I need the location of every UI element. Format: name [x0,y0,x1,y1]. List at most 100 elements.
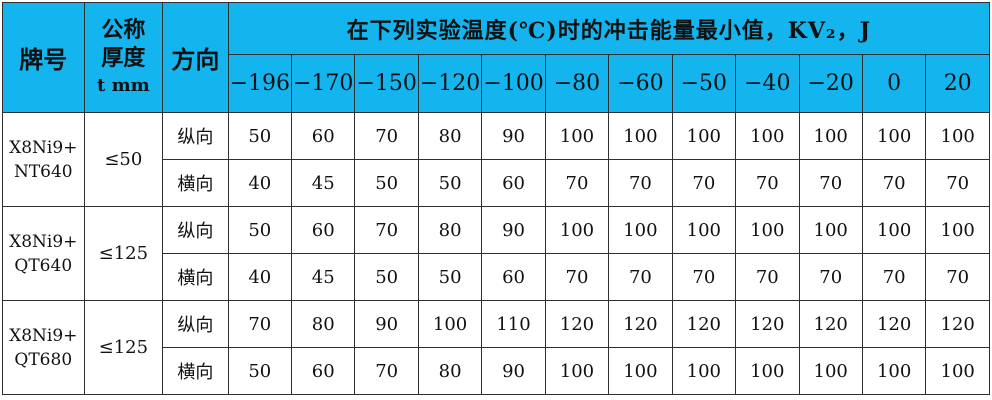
header-direction: 方向 [162,2,229,113]
temperature-header: −150 [354,54,419,113]
value-cell: 50 [227,347,293,395]
temperature-header: −196 [227,54,293,113]
value-cell: 50 [354,159,419,207]
value-cell: 100 [925,112,990,160]
thickness-cell: ≤125 [83,300,164,395]
value-cell: 90 [481,347,546,395]
temperature-header: −20 [798,54,863,113]
header-thickness-line1: 公称 [101,16,146,43]
value-cell: 50 [417,159,483,207]
value-cell: 70 [798,159,863,207]
value-cell: 120 [798,300,863,348]
temperature-header: −80 [544,54,610,113]
value-cell: 100 [925,347,990,395]
header-thickness: 公称 厚度 t mm [83,2,164,113]
value-cell: 70 [608,159,673,207]
value-cell: 60 [481,159,546,207]
value-cell: 100 [861,206,927,254]
temperature-header-row: −196 −170 −150 −120 −100 −80 −60 −50 −40 −20 0 20 [3,54,990,113]
value-cell: 100 [671,347,737,395]
value-cell: 100 [608,347,673,395]
header-title: 在下列实验温度(℃)时的冲击能量最小值，KV₂，J [227,2,991,55]
value-cell: 120 [735,300,800,348]
value-cell: 40 [227,159,293,207]
value-cell: 70 [798,253,863,301]
value-cell: 45 [290,253,356,301]
value-cell: 70 [544,253,610,301]
value-cell: 120 [608,300,673,348]
header-grade: 牌号 [2,2,85,113]
value-cell: 70 [227,300,293,348]
table-row: 横向 50 60 70 80 90 100 100 100 100 100 100 100 [3,347,990,395]
header-thickness-unit: t mm [96,74,150,96]
value-cell: 50 [417,253,483,301]
value-cell: 100 [671,206,737,254]
value-cell: 60 [290,112,356,160]
value-cell: 70 [861,253,927,301]
value-cell: 60 [481,253,546,301]
value-cell: 70 [671,253,737,301]
value-cell: 70 [671,159,737,207]
value-cell: 90 [481,112,546,160]
impact-energy-table: 牌号 公称 厚度 t mm 方向 在下列实验温度(℃)时的冲击能量最小值，KV₂… [2,2,991,395]
direction-cell: 横向 [162,159,229,207]
value-cell: 100 [798,347,863,395]
value-cell: 100 [544,206,610,254]
temperature-header: −60 [608,54,673,113]
value-cell: 100 [417,300,483,348]
value-cell: 50 [227,206,293,254]
table-row: 横向 40 45 50 50 60 70 70 70 70 70 70 70 [3,253,990,301]
temperature-header: 0 [861,54,927,113]
value-cell: 80 [290,300,356,348]
value-cell: 100 [861,112,927,160]
value-cell: 120 [671,300,737,348]
thickness-cell: ≤50 [83,112,164,207]
value-cell: 70 [544,159,610,207]
value-cell: 120 [544,300,610,348]
grade-line: QT680 [14,349,73,370]
grade-cell: X8Ni9+ NT640 [2,112,85,207]
value-cell: 70 [354,347,419,395]
value-cell: 45 [290,159,356,207]
value-cell: 50 [354,253,419,301]
value-cell: 70 [735,253,800,301]
value-cell: 70 [925,159,990,207]
value-cell: 80 [417,112,483,160]
direction-cell: 纵向 [162,300,229,348]
value-cell: 50 [227,112,293,160]
grade-line: QT640 [14,255,73,276]
value-cell: 100 [608,112,673,160]
direction-cell: 纵向 [162,206,229,254]
value-cell: 70 [925,253,990,301]
value-cell: 90 [481,206,546,254]
value-cell: 120 [925,300,990,348]
value-cell: 100 [608,206,673,254]
value-cell: 40 [227,253,293,301]
temperature-header: −40 [735,54,800,113]
value-cell: 100 [735,206,800,254]
value-cell: 70 [861,159,927,207]
direction-cell: 横向 [162,347,229,395]
table-row: X8Ni9+ QT640 ≤125 纵向 50 60 70 80 90 100 100 100 100 1… [2,206,990,301]
value-cell: 100 [544,112,610,160]
table-body: X8Ni9+ NT640 ≤50 纵向 50 60 70 80 90 100 100 100 100 10… [2,112,990,395]
value-cell: 100 [735,112,800,160]
temperature-header: −170 [290,54,356,113]
value-cell: 80 [417,206,483,254]
value-cell: 100 [671,112,737,160]
direction-cell: 纵向 [162,112,229,160]
value-cell: 100 [925,206,990,254]
temperature-header: −100 [481,54,546,113]
grade-line: NT640 [13,161,73,182]
grade-cell: X8Ni9+ QT640 [2,206,85,301]
temperature-header: 20 [925,54,990,113]
value-cell: 100 [735,347,800,395]
value-cell: 100 [544,347,610,395]
value-cell: 100 [798,206,863,254]
value-cell: 100 [861,347,927,395]
table-row: 横向 40 45 50 50 60 70 70 70 70 70 70 70 [3,159,990,207]
value-cell: 120 [861,300,927,348]
table-row: X8Ni9+ NT640 ≤50 纵向 50 60 70 80 90 100 100 100 100 10… [2,112,990,207]
grade-cell: X8Ni9+ QT680 [2,300,85,395]
value-cell: 100 [798,112,863,160]
